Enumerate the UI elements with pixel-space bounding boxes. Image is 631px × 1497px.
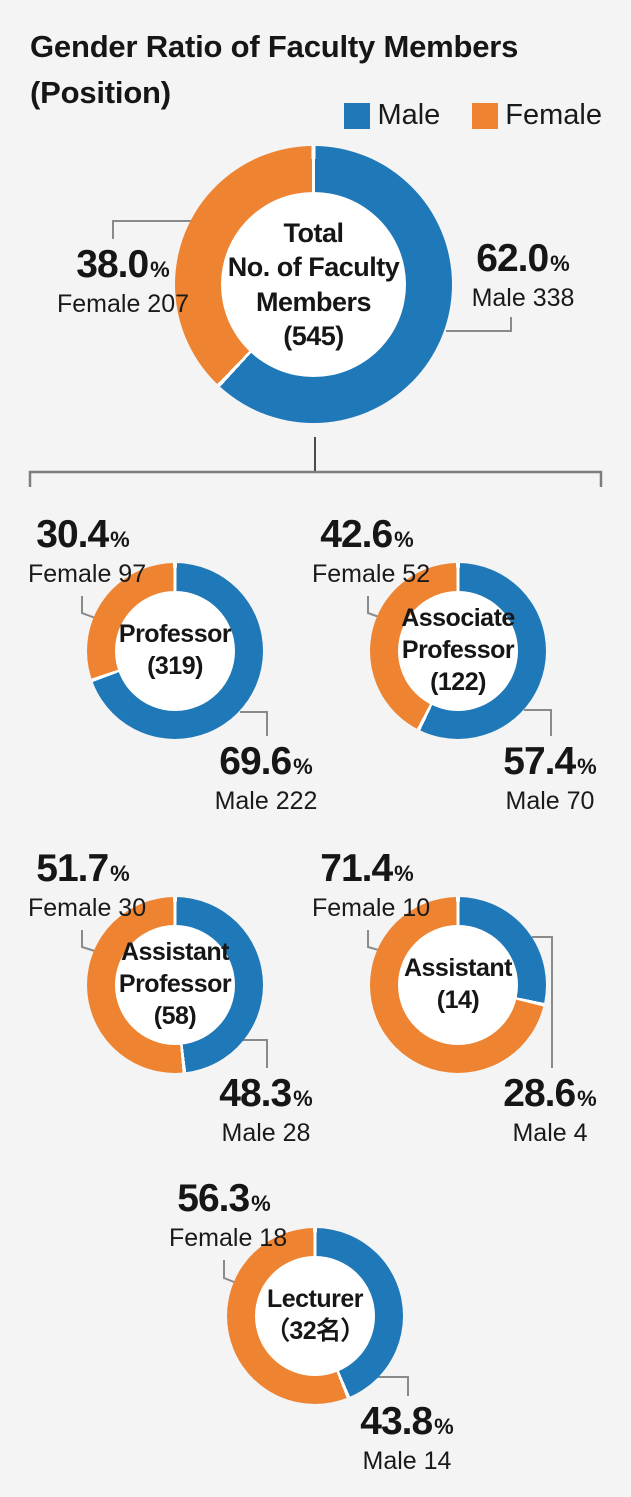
connector-total-male [446, 317, 512, 332]
female-legend-swatch-icon [472, 102, 499, 129]
connector-professor-female [81, 596, 99, 620]
connector-lecturer-female [223, 1260, 240, 1285]
connector-associate-professor-female [367, 596, 383, 619]
connector-assistant-male [532, 936, 553, 1068]
male-legend-swatch-icon [344, 102, 371, 129]
legend-female-label: Female [505, 99, 602, 131]
legend-item-female: Female [472, 99, 602, 132]
connector-professor-male [240, 711, 268, 736]
tree-bracket-line [28, 470, 603, 487]
connector-assistant-professor-male [240, 1039, 268, 1068]
legend-male-label: Male [377, 99, 441, 131]
legend-item-male: Male [344, 99, 440, 132]
connector-assistant-female [367, 930, 383, 952]
page-title-line1: Gender Ratio of Faculty Members [30, 29, 519, 64]
page-title-line2: (Position) [30, 74, 171, 110]
connector-lecturer-male [378, 1376, 409, 1396]
connector-associate-professor-male [524, 709, 552, 736]
page-title: Gender Ratio of Faculty Members (Positio… [30, 24, 518, 116]
legend: Male Female [344, 99, 602, 132]
connector-assistant-professor-female [81, 930, 99, 953]
connector-total-female [112, 220, 192, 239]
